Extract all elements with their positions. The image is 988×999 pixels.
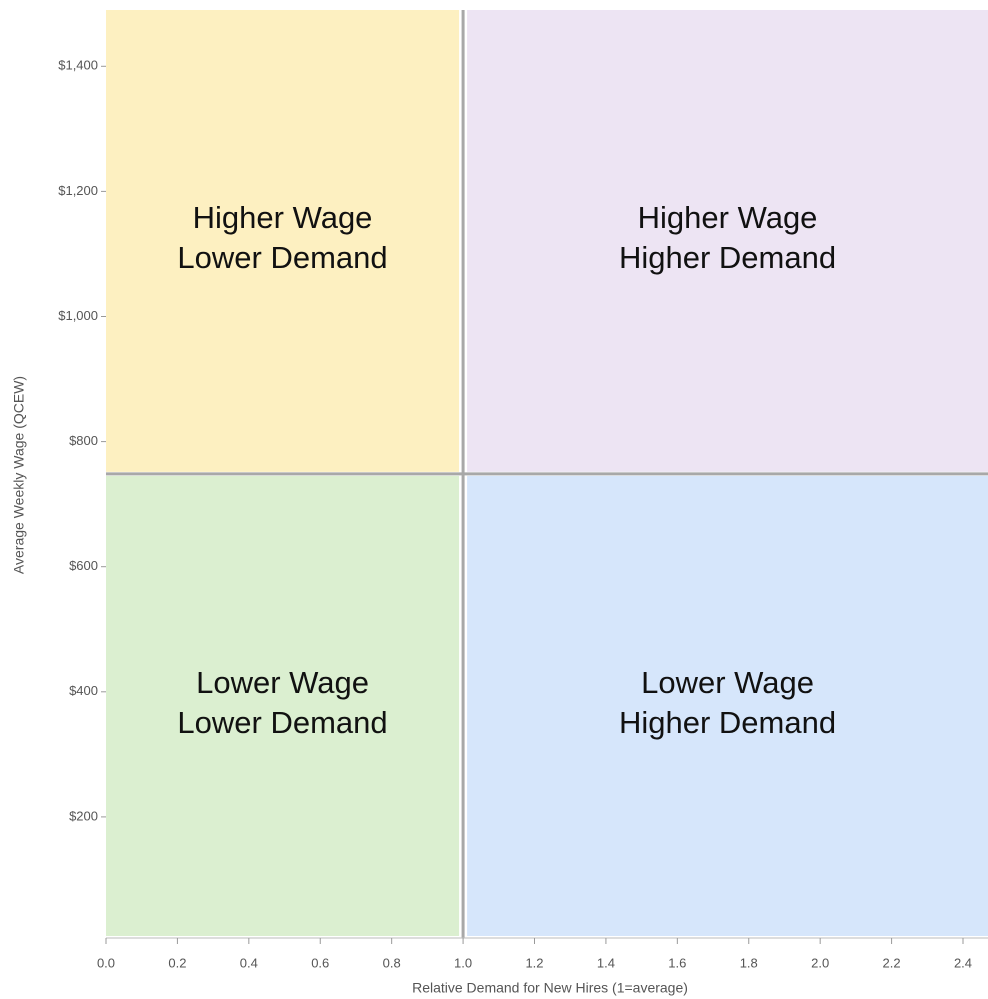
quadrant-label: Lower Wage — [196, 665, 369, 700]
quadrant-region — [467, 475, 988, 936]
y-tick-label: $600 — [69, 558, 98, 573]
x-tick-label: 1.0 — [454, 955, 472, 970]
x-tick-label: 1.8 — [740, 955, 758, 970]
y-tick-label: $800 — [69, 433, 98, 448]
x-tick-label: 0.0 — [97, 955, 115, 970]
x-tick-label: 0.8 — [383, 955, 401, 970]
quadrant-region — [106, 10, 460, 472]
x-tick-label: 2.0 — [811, 955, 829, 970]
quadrant-label: Higher Demand — [619, 240, 836, 275]
quadrant-label: Higher Wage — [638, 200, 818, 235]
quadrant-label: Lower Demand — [177, 705, 387, 740]
y-tick-label: $1,200 — [58, 183, 98, 198]
x-tick-label: 2.4 — [954, 955, 972, 970]
x-tick-label: 1.6 — [668, 955, 686, 970]
quadrant-label: Lower Wage — [641, 665, 814, 700]
y-tick-label: $1,000 — [58, 308, 98, 323]
x-tick-label: 1.4 — [597, 955, 615, 970]
x-tick-label: 0.2 — [168, 955, 186, 970]
x-tick-label: 2.2 — [883, 955, 901, 970]
quadrant-region — [106, 475, 460, 936]
x-tick-label: 0.4 — [240, 955, 258, 970]
x-tick-label: 1.2 — [525, 955, 543, 970]
quadrant-label: Higher Demand — [619, 705, 836, 740]
y-axis-title: Average Weekly Wage (QCEW) — [11, 376, 27, 574]
x-tick-label: 0.6 — [311, 955, 329, 970]
x-axis-title: Relative Demand for New Hires (1=average… — [412, 980, 688, 996]
quadrant-label: Lower Demand — [177, 240, 387, 275]
quadrant-region — [467, 10, 988, 472]
quadrant-label: Higher Wage — [193, 200, 373, 235]
y-tick-label: $200 — [69, 808, 98, 823]
y-tick-label: $400 — [69, 683, 98, 698]
y-tick-label: $1,400 — [58, 58, 98, 73]
